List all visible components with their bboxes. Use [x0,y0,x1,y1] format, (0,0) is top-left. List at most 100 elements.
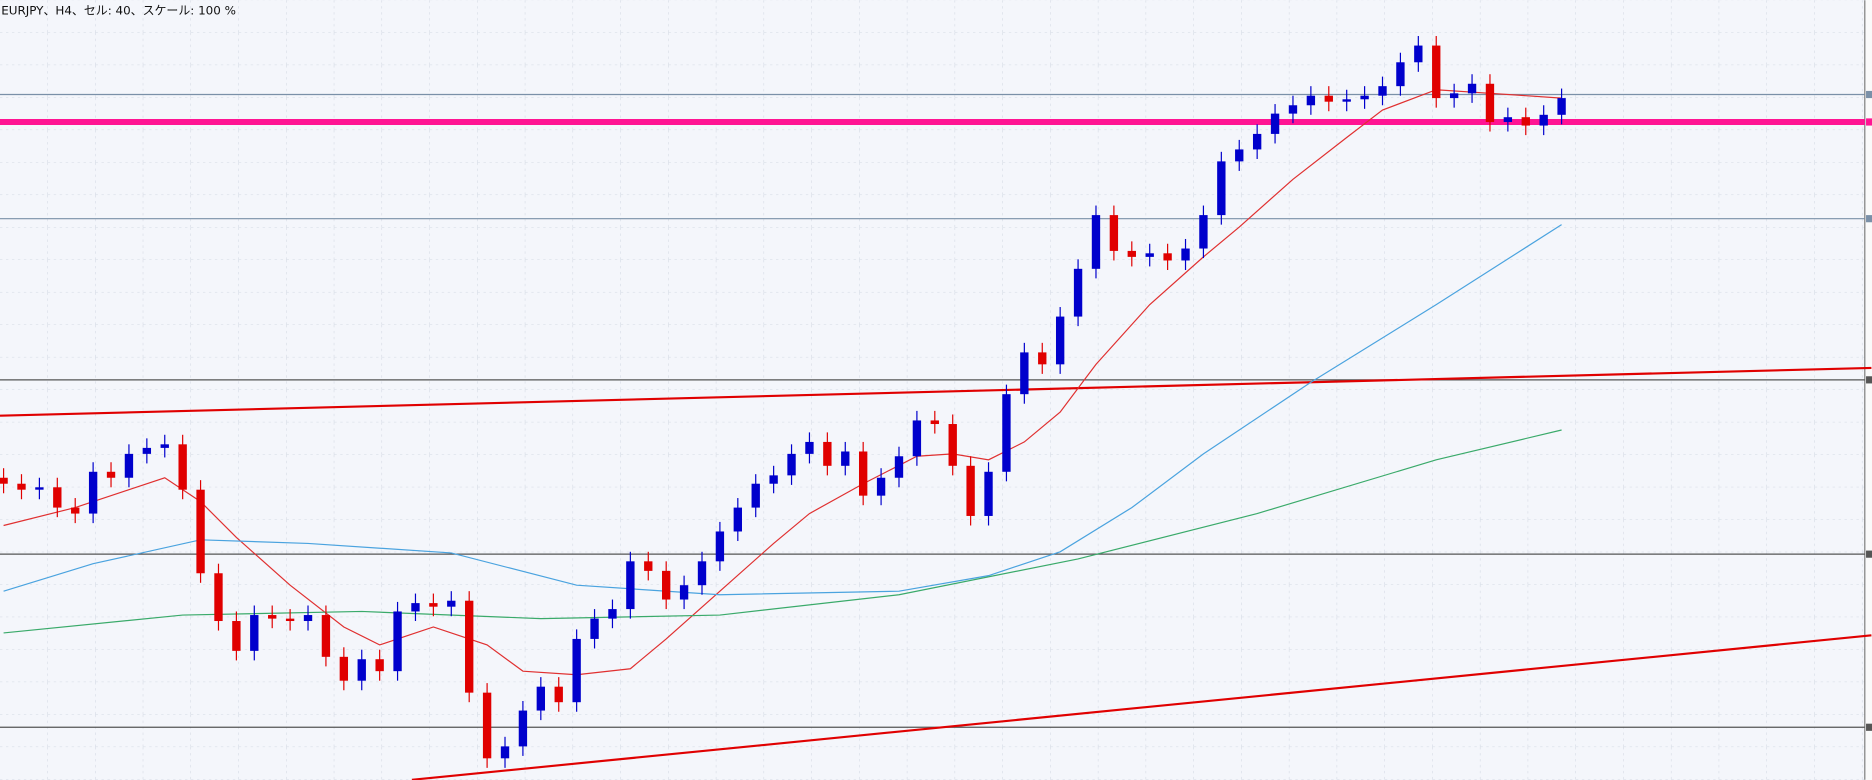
candle-body [1521,117,1530,126]
candle-body [71,507,80,514]
candle-body [787,453,796,476]
chart-title: EURJPY、H4、セル: 40、スケール: 100 % [1,3,236,17]
level-marker [1866,215,1872,223]
candle-body [518,710,528,747]
candle-body [662,570,671,600]
price-axis [1865,0,1872,780]
candle-body [465,600,474,693]
candle-body [1073,268,1083,317]
candle-body [608,609,617,619]
level-marker [1866,723,1872,731]
candle-body [1181,248,1190,261]
candle-body [35,487,44,490]
candle-body [1217,161,1226,216]
candle-body [1055,316,1065,365]
candle-body [554,686,563,703]
candle-body [590,618,599,639]
candle-body [733,507,742,532]
candle-body [644,561,653,571]
candle-body [1235,149,1244,162]
candle-body [1145,253,1154,257]
candle-body [1396,62,1405,87]
moving-average [3,89,1562,676]
candle-body [572,638,581,703]
candle-body [536,686,546,711]
candle-body [1038,352,1047,365]
candle-body [160,444,169,448]
candle-body [429,603,438,607]
candle-body [912,420,922,457]
candle-body [858,451,868,496]
level-marker [1866,118,1872,126]
candle-body [1270,113,1280,134]
plot-layer [0,36,1872,780]
candle-body [375,659,384,672]
moving-average [3,224,1562,596]
candle-body [321,615,331,657]
level-marker [1866,90,1872,99]
candle-body [697,561,707,586]
candle-body [1467,83,1477,94]
candle-body [966,465,975,516]
candle-body [124,453,134,478]
candle-body [411,603,420,612]
candle-body [232,621,241,651]
candle-body [500,746,510,759]
candle-body [1503,117,1513,122]
candle-body [214,573,223,622]
candle-body [769,475,778,484]
candle-body [1414,45,1423,63]
candle-body [1539,114,1548,126]
candle-body [357,659,366,681]
candle-body [196,489,205,574]
candle-body [1378,86,1387,96]
candle-body [88,471,98,514]
candle-body [984,471,993,516]
candle-body [823,441,832,466]
candle-body [679,585,689,600]
candle-body [268,615,277,619]
candle-body [1109,215,1119,251]
candle-body [1020,352,1029,395]
level-marker [1866,376,1872,384]
candle-body [1002,394,1011,472]
candle-body [285,618,295,622]
candle-body [53,487,62,508]
candle-body [303,615,313,622]
candle-body [447,600,456,607]
candle-body [1252,133,1262,150]
candle-body [1127,250,1136,257]
candle-body [894,456,904,478]
candle-body [876,477,886,496]
candle-body [1091,215,1101,269]
candle-body [1449,93,1459,99]
candle-body [106,471,116,478]
trend-line [0,366,1872,417]
candle-body [1324,95,1333,102]
candle-body [0,477,8,484]
candle-body [1288,105,1298,114]
candle-body [339,656,349,681]
candle-body [1306,95,1316,106]
candle-body [751,483,760,508]
candle-body [1432,45,1441,99]
candle-body [17,483,26,490]
candle-body [1163,253,1172,261]
candle-body [1557,98,1566,115]
candle-body [948,424,957,466]
candle-body [1199,215,1208,249]
candle-body [1360,95,1369,100]
candle-body [393,611,402,672]
trend-line [411,634,1872,780]
level-marker [1866,550,1872,558]
candle-body [482,692,492,759]
candle-body [841,451,850,466]
candle-body [1485,83,1495,122]
candle-body [250,615,259,651]
candle-body [715,531,725,562]
candle-body [178,444,187,490]
candle-body [142,447,152,454]
